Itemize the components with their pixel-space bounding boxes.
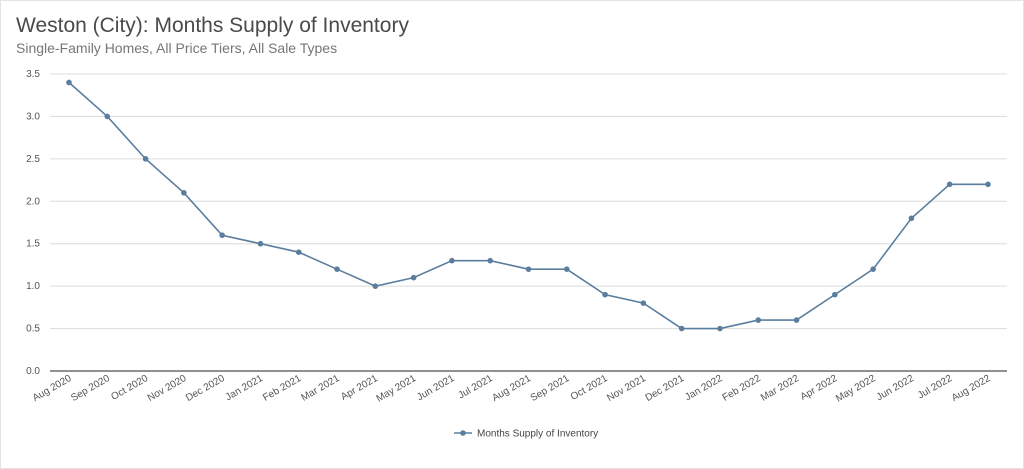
data-point (717, 325, 723, 332)
data-point (678, 325, 685, 332)
y-tick-label: 2.5 (26, 154, 40, 165)
y-tick-label: 0.5 (26, 324, 40, 335)
series-line (68, 81, 988, 330)
y-tick-label: 1.0 (26, 281, 40, 292)
x-tick-label: Oct 2021 (569, 373, 610, 403)
data-point (334, 266, 340, 272)
data-point (832, 291, 838, 298)
data-point (755, 317, 762, 323)
x-tick-label: Feb 2022 (721, 373, 763, 404)
x-tick-label: Feb 2021 (261, 373, 303, 404)
data-point (946, 181, 953, 188)
x-tick-label: Oct 2020 (109, 373, 150, 403)
x-tick-label: Jul 2022 (916, 373, 955, 402)
x-tick-label: Apr 2021 (339, 373, 380, 403)
data-point (487, 257, 494, 264)
legend-swatch-marker (460, 430, 466, 436)
x-tick-label: Nov 2020 (146, 373, 189, 404)
y-tick-label: 0.0 (26, 366, 40, 377)
data-point (908, 215, 915, 222)
x-tick-label: May 2022 (834, 373, 878, 405)
x-tick-label: Mar 2022 (759, 373, 801, 404)
data-point (257, 240, 264, 247)
data-point (563, 266, 570, 272)
data-point (142, 156, 149, 162)
x-tick-label: Jan 2022 (683, 373, 725, 403)
y-tick-label: 3.5 (26, 69, 40, 80)
data-point (870, 266, 876, 272)
data-point (602, 291, 608, 298)
data-point (104, 113, 111, 120)
y-tick-label: 2.0 (26, 196, 40, 207)
x-tick-label: Aug 2020 (31, 373, 74, 404)
x-tick-label: Sep 2021 (529, 373, 572, 404)
data-point (181, 190, 187, 196)
data-point (640, 300, 647, 306)
data-point (410, 274, 417, 281)
x-tick-label: Aug 2022 (950, 373, 993, 404)
x-tick-label: Aug 2021 (490, 373, 533, 404)
x-tick-label: Mar 2021 (299, 373, 341, 404)
x-tick-label: Jun 2022 (875, 373, 917, 403)
x-tick-label: Sep 2020 (69, 373, 112, 404)
data-point (525, 266, 532, 272)
x-tick-label: Nov 2021 (605, 373, 648, 404)
x-tick-label: Jun 2021 (415, 373, 457, 403)
x-tick-label: Dec 2020 (184, 373, 227, 404)
data-point (793, 317, 800, 323)
x-tick-label: Apr 2022 (799, 373, 840, 403)
data-point (295, 249, 302, 255)
data-point (985, 181, 991, 188)
legend-label: Months Supply of Inventory (477, 429, 598, 440)
data-point (66, 79, 72, 86)
x-tick-label: Jul 2021 (456, 373, 495, 402)
x-tick-label: Jan 2021 (224, 373, 266, 403)
data-point (219, 232, 225, 239)
y-tick-label: 3.0 (26, 111, 40, 122)
x-tick-label: May 2021 (375, 373, 419, 405)
y-tick-label: 1.5 (26, 239, 40, 250)
x-tick-label: Dec 2021 (644, 373, 687, 404)
data-point (372, 283, 379, 289)
data-point (449, 257, 455, 264)
chart-subtitle: Single-Family Homes, All Price Tiers, Al… (16, 40, 338, 56)
chart-title: Weston (City): Months Supply of Inventor… (16, 14, 409, 37)
